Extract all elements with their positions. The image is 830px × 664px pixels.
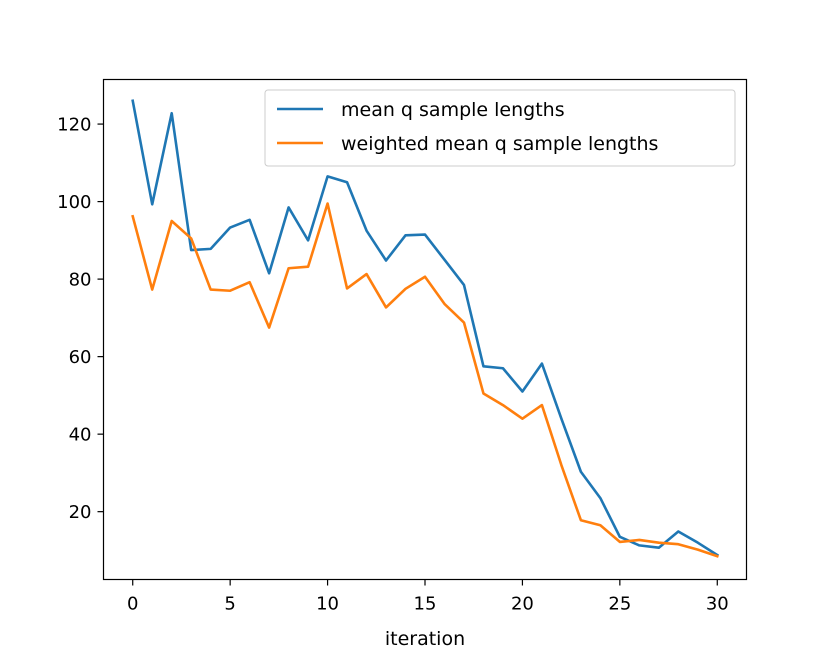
series-line-mean-q-sample-lengths bbox=[131, 99, 720, 557]
legend-frame bbox=[264, 89, 736, 167]
series-lines bbox=[131, 99, 720, 558]
y-tick-label: 120 bbox=[57, 115, 91, 136]
x-axis-label: iteration bbox=[385, 628, 465, 650]
y-tick-label: 40 bbox=[69, 425, 92, 446]
legend-label-weighted: weighted mean q sample lengths bbox=[341, 133, 658, 155]
y-tick-label: 60 bbox=[69, 347, 92, 368]
x-tick-label: 25 bbox=[608, 594, 631, 615]
x-axis-ticks: 0 5 10 15 20 25 30 bbox=[127, 579, 729, 615]
x-tick-label: 30 bbox=[706, 594, 729, 615]
x-tick-label: 5 bbox=[224, 594, 235, 615]
y-tick-label: 100 bbox=[57, 192, 91, 213]
y-tick-label: 80 bbox=[69, 270, 92, 291]
y-tick-label: 20 bbox=[69, 502, 92, 523]
x-tick-label: 10 bbox=[316, 594, 339, 615]
y-axis-ticks: 20 40 60 80 100 120 bbox=[57, 115, 104, 523]
series-line-weighted-mean-q-sample-lengths bbox=[131, 202, 719, 558]
plot-frame bbox=[102, 78, 748, 581]
x-tick-label: 20 bbox=[511, 594, 534, 615]
x-tick-label: 15 bbox=[414, 594, 437, 615]
legend: mean q sample lengths weighted mean q sa… bbox=[264, 89, 736, 167]
legend-label-mean: mean q sample lengths bbox=[341, 99, 565, 121]
x-tick-label: 0 bbox=[127, 594, 138, 615]
